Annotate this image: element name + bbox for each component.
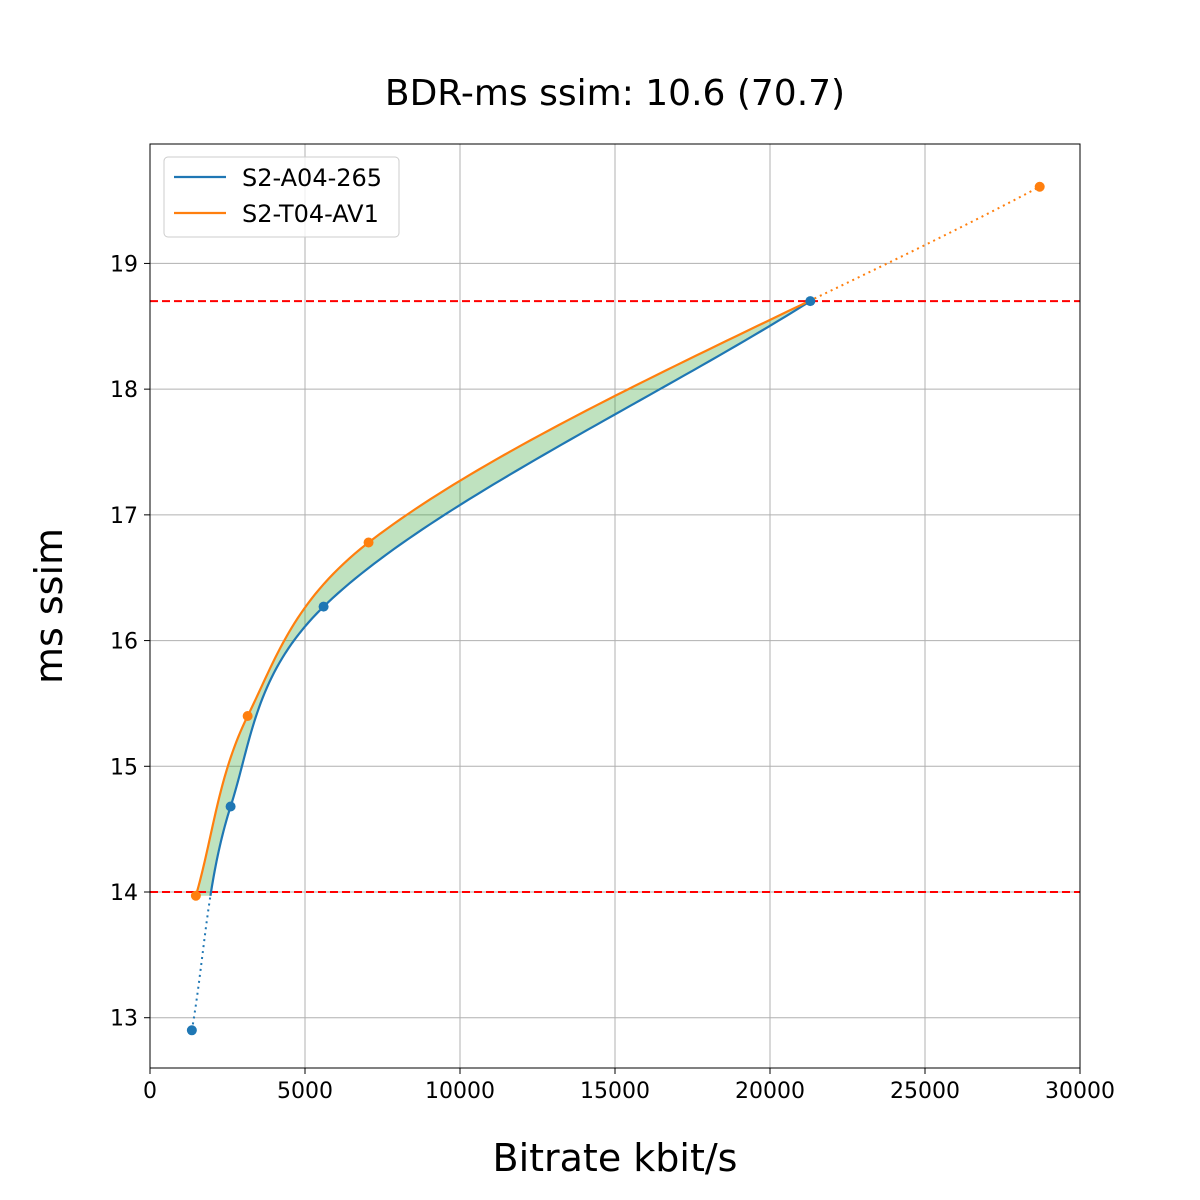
y-tick-label: 13 xyxy=(110,1007,138,1032)
y-tick-label: 16 xyxy=(110,630,138,655)
legend-label-s2-t04-av1: S2-T04-AV1 xyxy=(242,200,379,228)
y-tick-label: 18 xyxy=(110,378,138,403)
data-point-s2-a04-265 xyxy=(318,601,329,612)
series-line-s2-t04-av1 xyxy=(194,300,810,897)
x-axis-ticks: 0 5000 10000 15000 20000 25000 30000 xyxy=(143,1068,1115,1104)
x-tick-label: 10000 xyxy=(425,1079,495,1104)
x-axis-label: Bitrate kbit/s xyxy=(493,1136,738,1180)
data-point-s2-a04-265 xyxy=(225,801,236,812)
data-point-s2-t04-av1 xyxy=(1034,181,1045,192)
data-point-s2-t04-av1 xyxy=(242,711,253,721)
fill-between xyxy=(195,301,811,896)
y-tick-label: 14 xyxy=(110,881,138,906)
x-tick-label: 25000 xyxy=(890,1079,960,1104)
x-tick-label: 20000 xyxy=(735,1079,805,1104)
data-point-s2-t04-av1 xyxy=(363,537,374,548)
reference-lines xyxy=(150,300,1080,893)
legend-label-s2-a04-265: S2-A04-265 xyxy=(242,164,382,192)
y-tick-label: 15 xyxy=(110,755,138,780)
x-tick-label: 15000 xyxy=(580,1079,650,1104)
fill-between-area xyxy=(195,301,811,896)
y-axis-ticks: 13 14 15 16 17 18 19 xyxy=(110,252,150,1032)
legend: S2-A04-265 S2-T04-AV1 xyxy=(163,156,400,238)
series-lines xyxy=(190,185,1041,1031)
data-points xyxy=(186,181,1045,1036)
series-line-extrapolated-s2-t04-av1 xyxy=(808,185,1041,303)
x-tick-label: 30000 xyxy=(1045,1079,1115,1104)
data-point-s2-a04-265 xyxy=(186,1025,197,1036)
y-tick-label: 19 xyxy=(110,252,138,277)
chart-title: BDR-ms ssim: 10.6 (70.7) xyxy=(385,73,845,114)
grid xyxy=(149,144,1081,1068)
series-line-extrapolated-s2-a04-265 xyxy=(190,895,212,1031)
x-tick-label: 0 xyxy=(143,1079,157,1104)
y-tick-label: 17 xyxy=(110,504,138,529)
x-tick-label: 5000 xyxy=(277,1079,333,1104)
data-point-s2-a04-265 xyxy=(805,296,816,307)
data-point-s2-t04-av1 xyxy=(190,890,201,901)
y-axis-label: ms ssim xyxy=(27,528,71,684)
series-line-s2-a04-265 xyxy=(209,300,811,896)
